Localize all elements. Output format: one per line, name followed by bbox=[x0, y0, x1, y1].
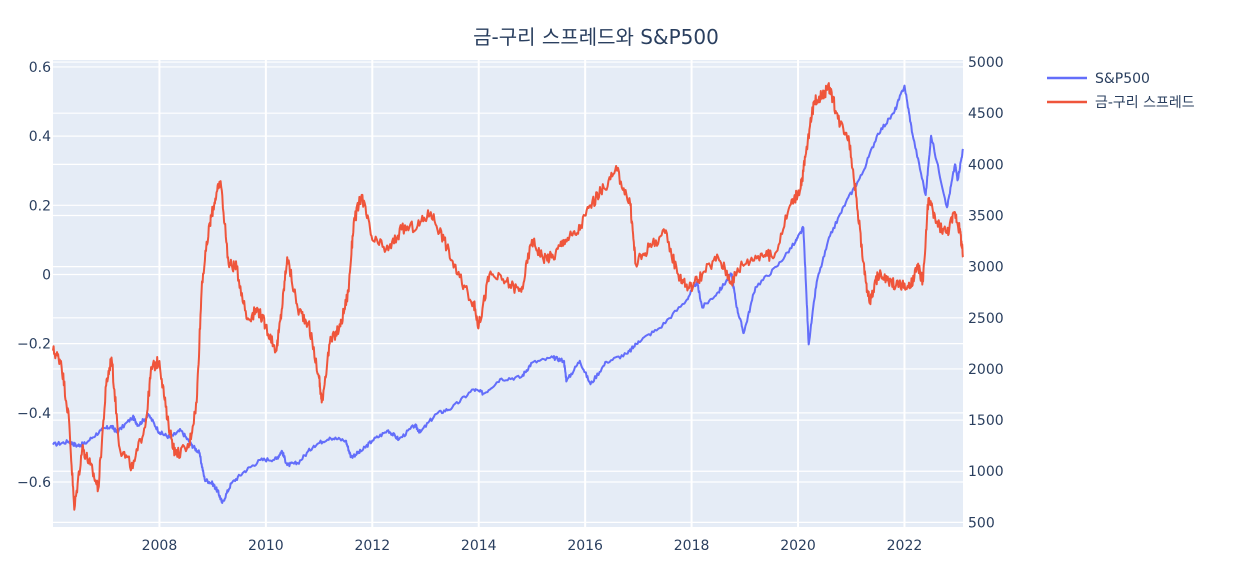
legend-label: 금-구리 스프레드 bbox=[1095, 95, 1195, 111]
x-tick-label: 2010 bbox=[248, 538, 284, 554]
series-layer bbox=[52, 82, 964, 511]
y-right-tick-label: 3000 bbox=[968, 260, 1004, 276]
y-left-tick-label: −0.2 bbox=[17, 337, 51, 353]
legend-label: S&P500 bbox=[1095, 71, 1150, 87]
x-tick-label: 2012 bbox=[354, 538, 390, 554]
y-right-tick-label: 5000 bbox=[968, 55, 1004, 71]
y-left-tick-label: 0 bbox=[42, 267, 51, 283]
chart-title: 금-구리 스프레드와 S&P500 bbox=[473, 25, 719, 49]
y-left-tick-label: 0.4 bbox=[29, 129, 51, 145]
series-line-1[interactable] bbox=[52, 82, 964, 511]
y-right-tick-label: 1500 bbox=[968, 413, 1004, 429]
y-gridlines bbox=[53, 61, 963, 523]
x-gridlines bbox=[158, 60, 906, 527]
legend-item[interactable]: 금-구리 스프레드 bbox=[1047, 95, 1195, 111]
y-right-tick-label: 2500 bbox=[968, 311, 1004, 327]
x-tick-label: 2022 bbox=[887, 538, 923, 554]
y-right-tick-label: 4500 bbox=[968, 106, 1004, 122]
legend[interactable]: S&P500 금-구리 스프레드 bbox=[1047, 71, 1195, 111]
y-left-tick-label: 0.6 bbox=[29, 60, 51, 76]
y-right-tick-label: 3500 bbox=[968, 208, 1004, 224]
y-left-axis-tick-labels: −0.6 −0.4 −0.2 0 0.2 0.4 0.6 bbox=[17, 60, 51, 491]
x-tick-label: 2016 bbox=[567, 538, 603, 554]
y-right-tick-label: 2000 bbox=[968, 362, 1004, 378]
y-left-tick-label: 0.2 bbox=[29, 198, 51, 214]
y-right-tick-label: 4000 bbox=[968, 157, 1004, 173]
y-left-tick-label: −0.6 bbox=[17, 475, 51, 491]
x-axis-tick-labels: 2008 2010 2012 2014 2016 2018 2020 2022 bbox=[142, 538, 923, 554]
y-right-tick-label: 500 bbox=[968, 515, 995, 531]
y-left-tick-label: −0.4 bbox=[17, 406, 51, 422]
y-right-tick-label: 1000 bbox=[968, 464, 1004, 480]
x-tick-label: 2008 bbox=[142, 538, 178, 554]
x-tick-label: 2018 bbox=[674, 538, 710, 554]
x-tick-label: 2020 bbox=[780, 538, 816, 554]
plot-background bbox=[53, 60, 963, 527]
x-tick-label: 2014 bbox=[461, 538, 497, 554]
legend-item[interactable]: S&P500 bbox=[1047, 71, 1150, 87]
y-right-axis-tick-labels: 500 1000 1500 2000 2500 3000 3500 4000 4500 5000 bbox=[968, 55, 1004, 531]
